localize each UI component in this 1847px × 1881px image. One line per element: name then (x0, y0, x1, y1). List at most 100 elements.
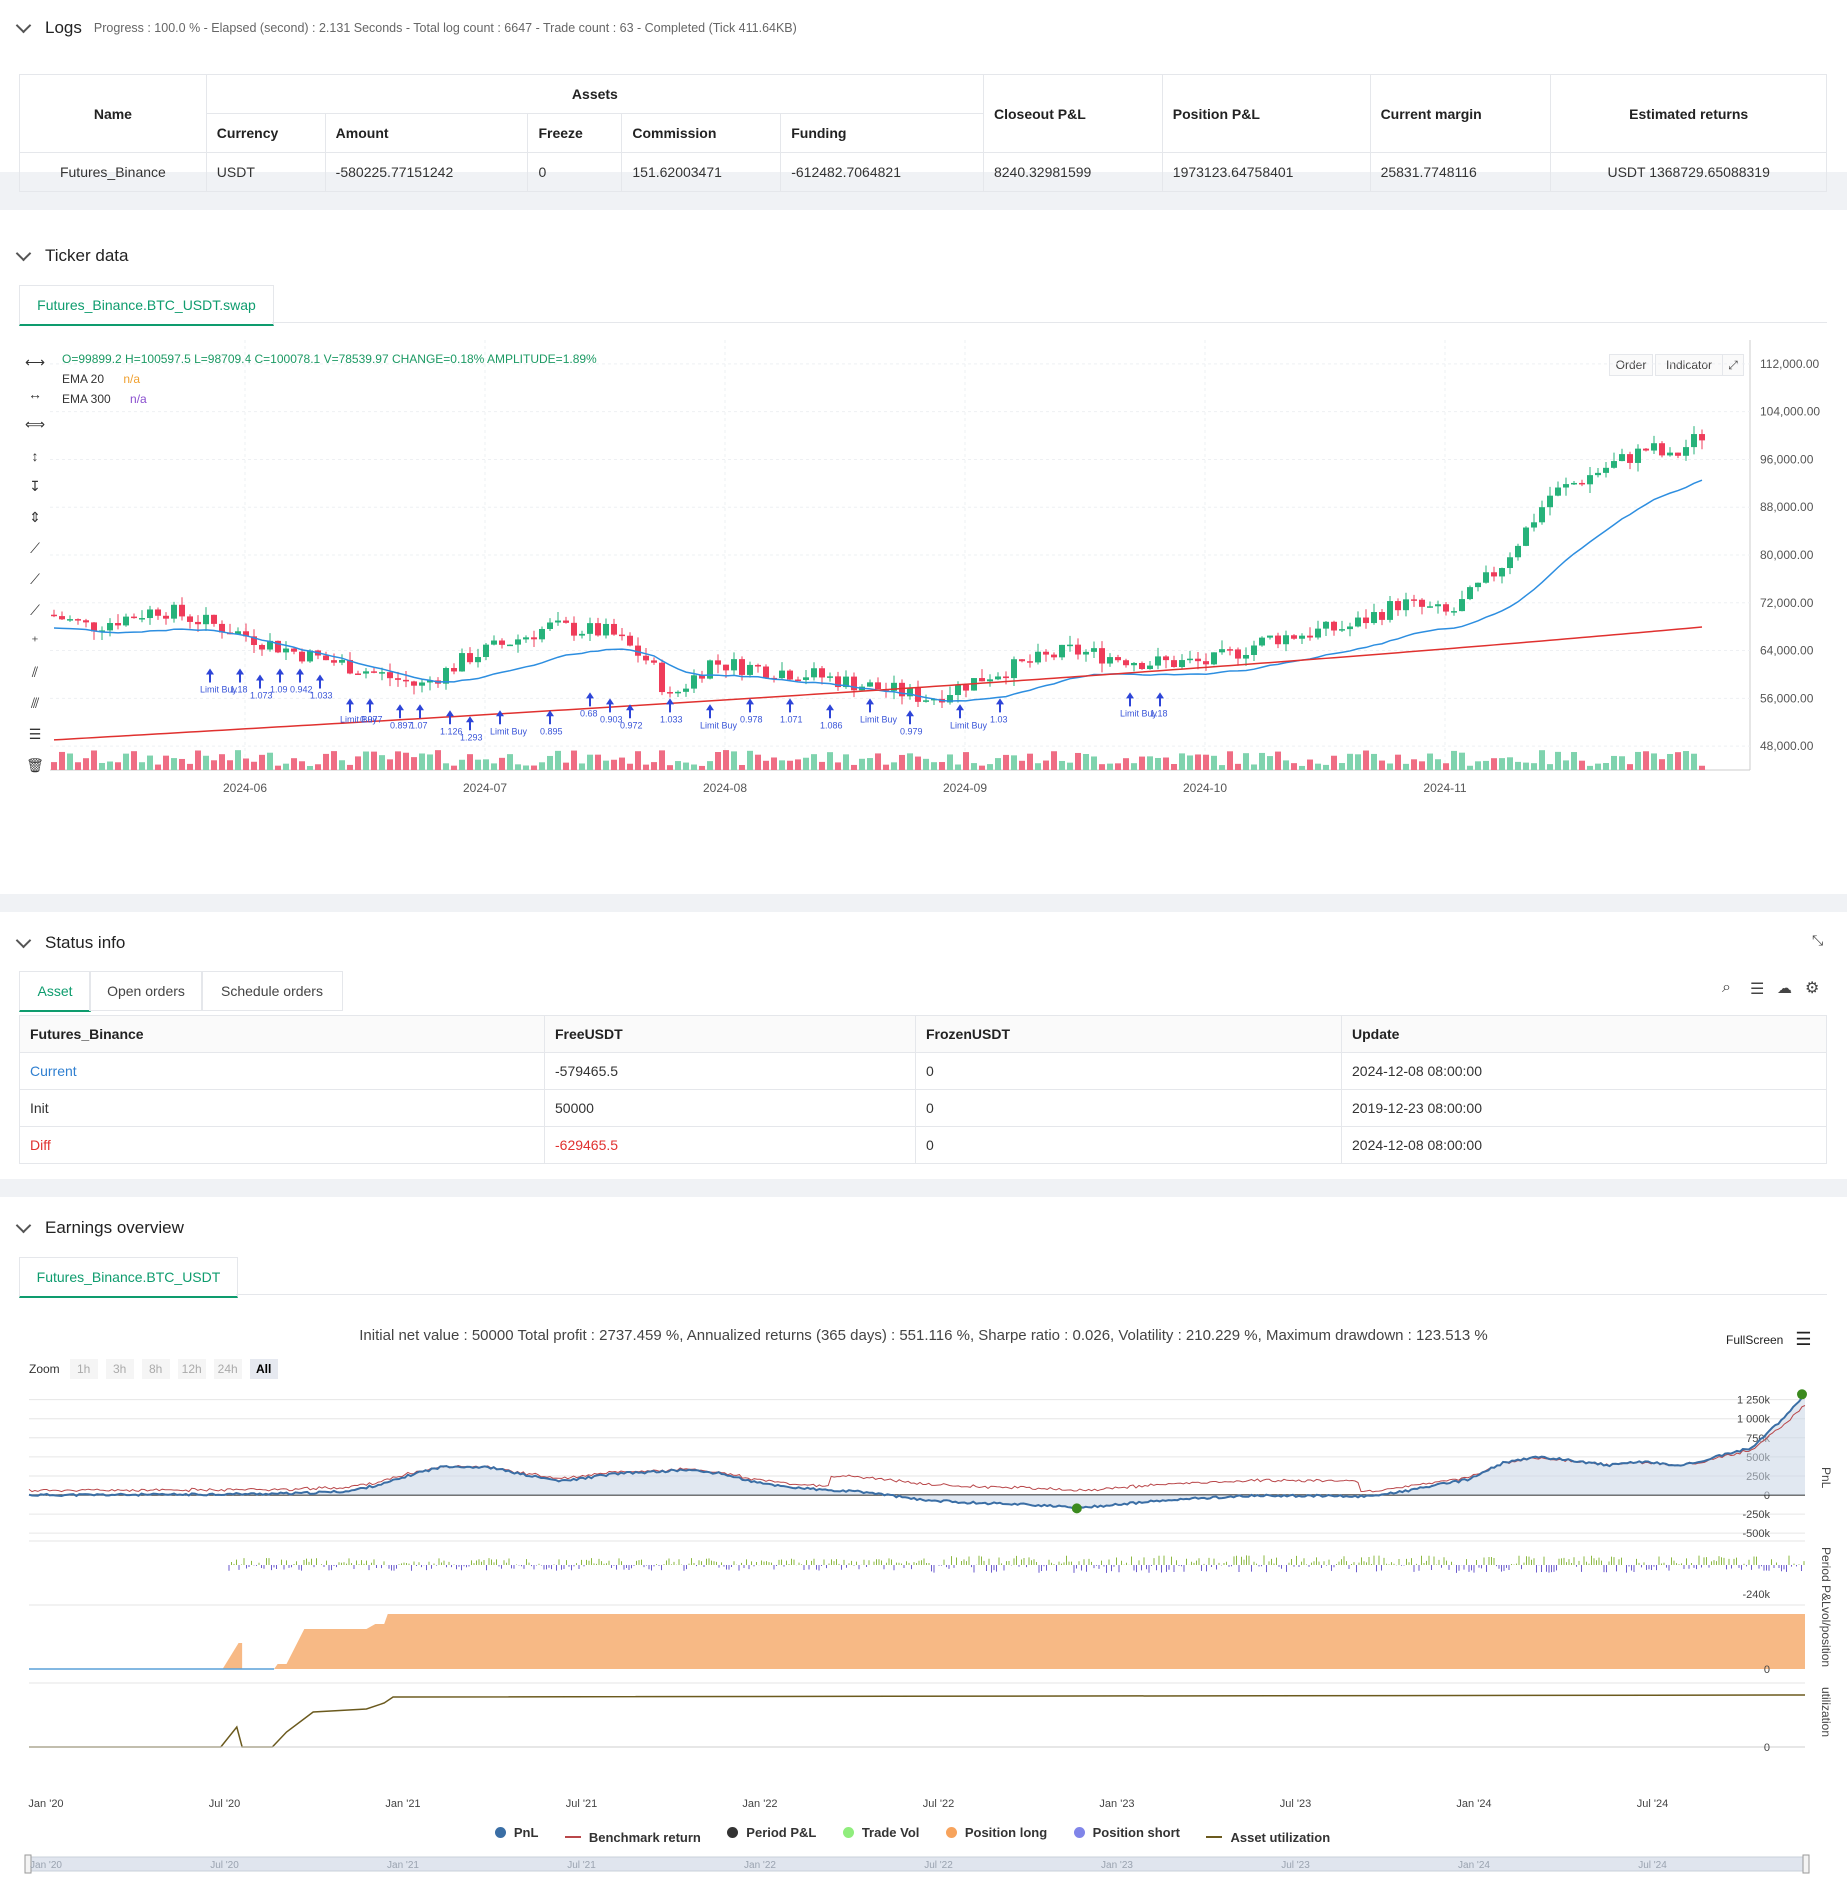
ticker-header[interactable]: Ticker data (15, 244, 128, 268)
volume-bar (523, 765, 529, 770)
tab-ticker-symbol[interactable]: Futures_Binance.BTC_USDT.swap (19, 285, 274, 326)
legend-trade-vol[interactable]: Trade Vol (842, 1825, 919, 1840)
limit-buy-arrow (1126, 692, 1134, 707)
zoom-24h-button[interactable]: 24h (213, 1359, 242, 1379)
tab-earnings-symbol[interactable]: Futures_Binance.BTC_USDT (19, 1257, 238, 1298)
volume-bar (275, 765, 281, 770)
candle-body (763, 666, 769, 678)
legend-benchmark[interactable]: Benchmark return (564, 1829, 701, 1845)
chevron-down-icon[interactable] (15, 245, 32, 262)
volume-bar (59, 751, 65, 770)
indicator-button[interactable]: Indicator (1655, 354, 1723, 376)
vertical-line-icon[interactable]: ↕ (31, 447, 39, 464)
gear-icon[interactable]: ⚙ (1805, 980, 1820, 997)
candle-body (1675, 452, 1681, 456)
zoom-3h-button[interactable]: 3h (105, 1359, 134, 1379)
volume-bar (563, 762, 569, 770)
legend-pnl[interactable]: PnL (494, 1825, 538, 1840)
candle-body (611, 623, 617, 635)
chevron-down-icon[interactable] (15, 17, 32, 34)
zoom-12h-button[interactable]: 12h (177, 1359, 206, 1379)
row-current-label[interactable]: Current (19, 1052, 545, 1090)
volume-bar (1171, 764, 1177, 770)
vertical-ray-icon[interactable]: ↧ (29, 478, 41, 494)
extended-trend-icon[interactable]: ⟋ (30, 602, 40, 618)
tab-schedule-orders[interactable]: Schedule orders (201, 971, 343, 1011)
volume-bar (1219, 765, 1225, 770)
cloud-download-icon[interactable]: ☁ (1777, 980, 1792, 997)
assets-table: Name Assets Closeout P&L Position P&L Cu… (19, 74, 1827, 192)
zoom-all-button[interactable]: All (249, 1359, 278, 1379)
expand-icon[interactable]: ⤢ (1722, 354, 1744, 376)
volume-bar (915, 756, 921, 770)
legend-long[interactable]: Position long (945, 1825, 1047, 1840)
candle-body (491, 640, 497, 645)
volume-bar (1187, 755, 1193, 770)
fib-retracement-icon[interactable]: ☰ (28, 726, 42, 742)
candle-body (1091, 648, 1097, 652)
search-icon[interactable]: ⌕ (1722, 979, 1731, 996)
volume-bar (859, 758, 865, 770)
y-tick-label: 56,000.00 (1760, 691, 1814, 705)
logs-header[interactable]: Logs Progress : 100.0 % - Elapsed (secon… (15, 16, 797, 40)
zoom-8h-button[interactable]: 8h (141, 1359, 170, 1379)
cell-free: -629465.5 (544, 1126, 916, 1164)
candlestick-chart[interactable]: 112,000.00 104,000.00 96,000.00 88,000.00 80… (50, 340, 1830, 900)
extended-line-icon[interactable]: ⟺ (24, 416, 46, 432)
horizontal-ray-icon[interactable]: ↔ (28, 385, 42, 402)
candle-body (203, 614, 209, 625)
volume-bar (1491, 758, 1497, 770)
status-header[interactable]: Status info (15, 931, 125, 955)
row-diff-label: Diff (19, 1126, 545, 1164)
legend-label: Benchmark return (588, 1829, 701, 1845)
volume-bar (771, 757, 777, 770)
volume-bar (395, 751, 401, 770)
chevron-down-icon[interactable] (15, 932, 32, 949)
candle-body (1467, 587, 1473, 600)
tab-asset[interactable]: Asset (19, 971, 91, 1012)
limit-buy-arrow (586, 692, 594, 707)
cell-name: Futures_Binance (19, 152, 207, 192)
list-icon[interactable]: ☰ (1750, 981, 1765, 998)
candle-body (115, 622, 121, 626)
legend-short[interactable]: Position short (1073, 1825, 1180, 1840)
tab-open-orders[interactable]: Open orders (89, 971, 203, 1011)
volume-bar (667, 765, 673, 770)
ema300-label: EMA 300 (62, 392, 111, 406)
candle-body (827, 676, 833, 678)
trend-line-icon[interactable]: ⟋ (30, 540, 40, 556)
col-returns: Estimated returns (1550, 74, 1827, 153)
fib-channel-icon[interactable]: ⫻ (30, 695, 40, 711)
max-drawdown-marker (1071, 1503, 1082, 1514)
chevron-down-icon[interactable] (15, 1217, 32, 1234)
col-name: Name (19, 74, 207, 153)
volume-bar (1203, 754, 1209, 770)
earnings-header[interactable]: Earnings overview (15, 1216, 184, 1240)
candle-body (1283, 635, 1289, 645)
limit-buy-arrow (826, 704, 834, 719)
candle-body (163, 615, 169, 619)
vertical-segment-icon[interactable]: ⇕ (29, 509, 41, 525)
horizontal-line-icon[interactable]: ⟷ (24, 354, 46, 370)
menu-icon[interactable]: ☰ (1795, 1329, 1812, 1349)
trash-icon[interactable]: 🗑 (26, 757, 44, 773)
limit-buy-arrow (786, 698, 794, 713)
zoom-1h-button[interactable]: 1h (69, 1359, 98, 1379)
parallel-channel-icon[interactable]: ⫽ (31, 664, 39, 680)
ray-line-icon[interactable]: ⟋ (30, 571, 40, 587)
navigator-track (28, 1856, 1806, 1872)
col-margin: Current margin (1369, 74, 1552, 153)
fullscreen-button[interactable]: FullScreen ☰ (1726, 1329, 1812, 1350)
order-button[interactable]: Order (1609, 354, 1653, 376)
candle-body (379, 672, 385, 674)
collapse-icon[interactable]: ⤡ (1812, 932, 1824, 948)
price-label-icon[interactable]: ⁺ (31, 633, 39, 649)
volume-bar (1507, 757, 1513, 770)
candle-body (603, 623, 609, 636)
candle-body (1315, 628, 1321, 638)
volume-bar (123, 753, 129, 770)
legend-util[interactable]: Asset utilization (1206, 1830, 1330, 1845)
volume-bar (723, 750, 729, 770)
legend-period[interactable]: Period P&L (727, 1825, 816, 1840)
